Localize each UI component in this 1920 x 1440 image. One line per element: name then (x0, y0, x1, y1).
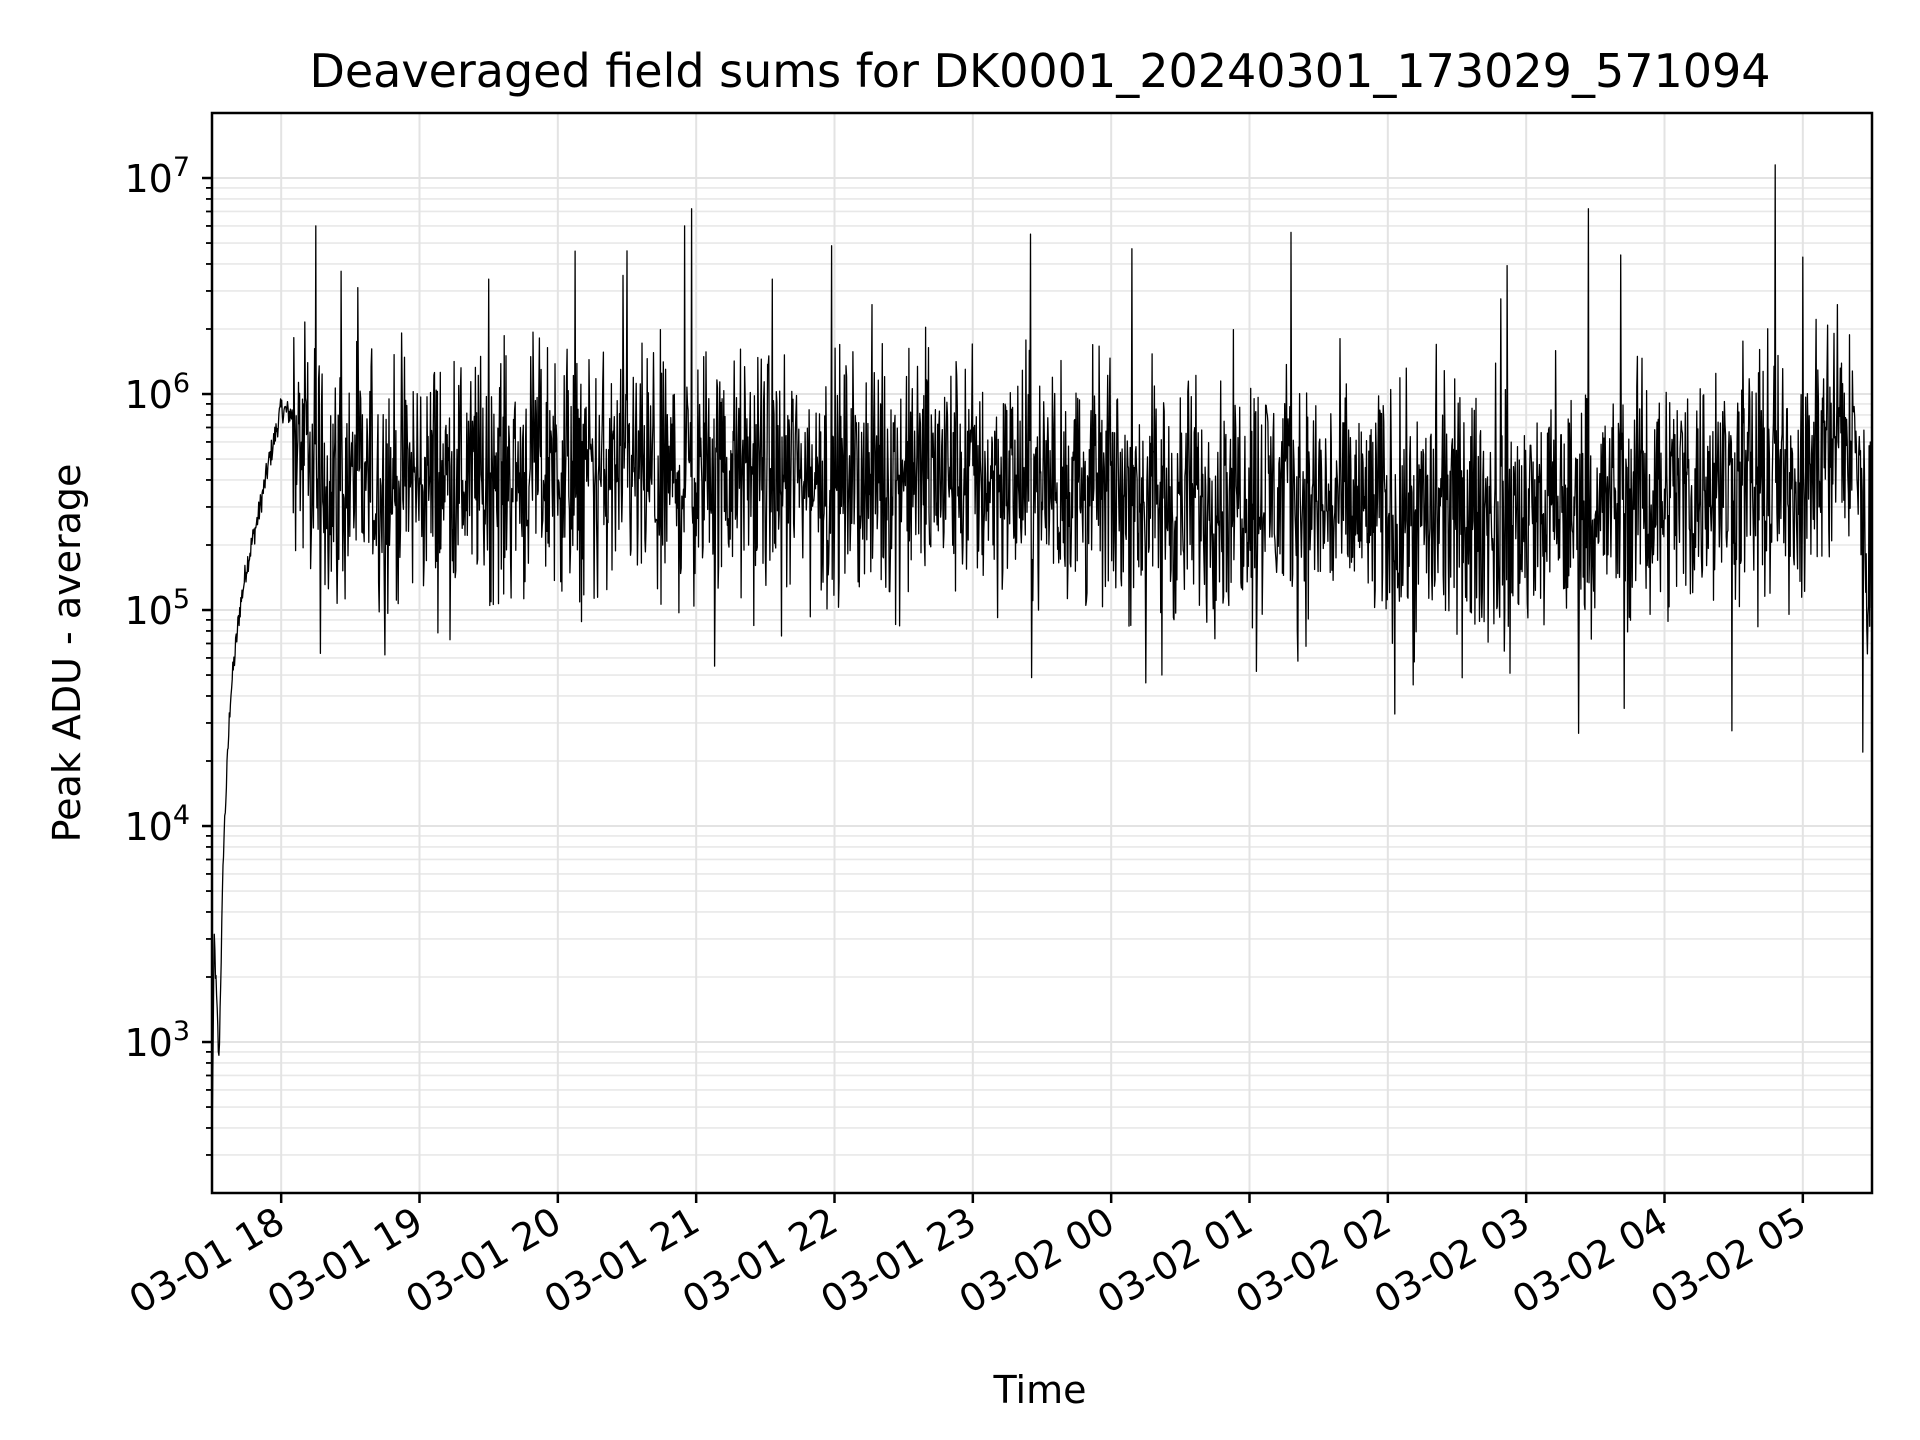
chart-title: Deaveraged field sums for DK0001_2024030… (309, 44, 1770, 98)
x-tick-label: 03-02 04 (1505, 1199, 1675, 1323)
y-axis-label: Peak ADU - average (45, 464, 89, 843)
grid (212, 113, 1872, 1193)
x-tick-label: 03-02 01 (1090, 1199, 1260, 1323)
x-tick-label: 03-02 02 (1228, 1199, 1398, 1323)
plot-area (211, 164, 1873, 1137)
x-tick-label: 03-01 22 (675, 1199, 845, 1323)
y-tick-label: 105 (124, 584, 190, 633)
x-axis-label: Time (993, 1368, 1087, 1412)
x-tick-label: 03-02 05 (1643, 1199, 1813, 1323)
y-tick-label: 103 (124, 1016, 190, 1065)
x-tick-label: 03-01 19 (260, 1199, 430, 1323)
x-tick-label: 03-02 03 (1367, 1199, 1537, 1323)
plot-frame (210, 111, 1874, 1195)
x-tick-label: 03-01 23 (813, 1199, 983, 1323)
y-tick-label: 107 (124, 152, 190, 201)
x-tick-label: 03-01 18 (122, 1199, 292, 1323)
x-tick-label: 03-01 20 (398, 1199, 568, 1323)
y-tick-label: 106 (124, 368, 190, 417)
x-tick-label: 03-01 21 (537, 1199, 707, 1323)
x-tick-label: 03-02 00 (952, 1199, 1122, 1323)
y-axis: 103 104 105 106 107 (124, 152, 212, 1156)
y-tick-label: 104 (124, 800, 190, 849)
series-line (211, 164, 1873, 1137)
